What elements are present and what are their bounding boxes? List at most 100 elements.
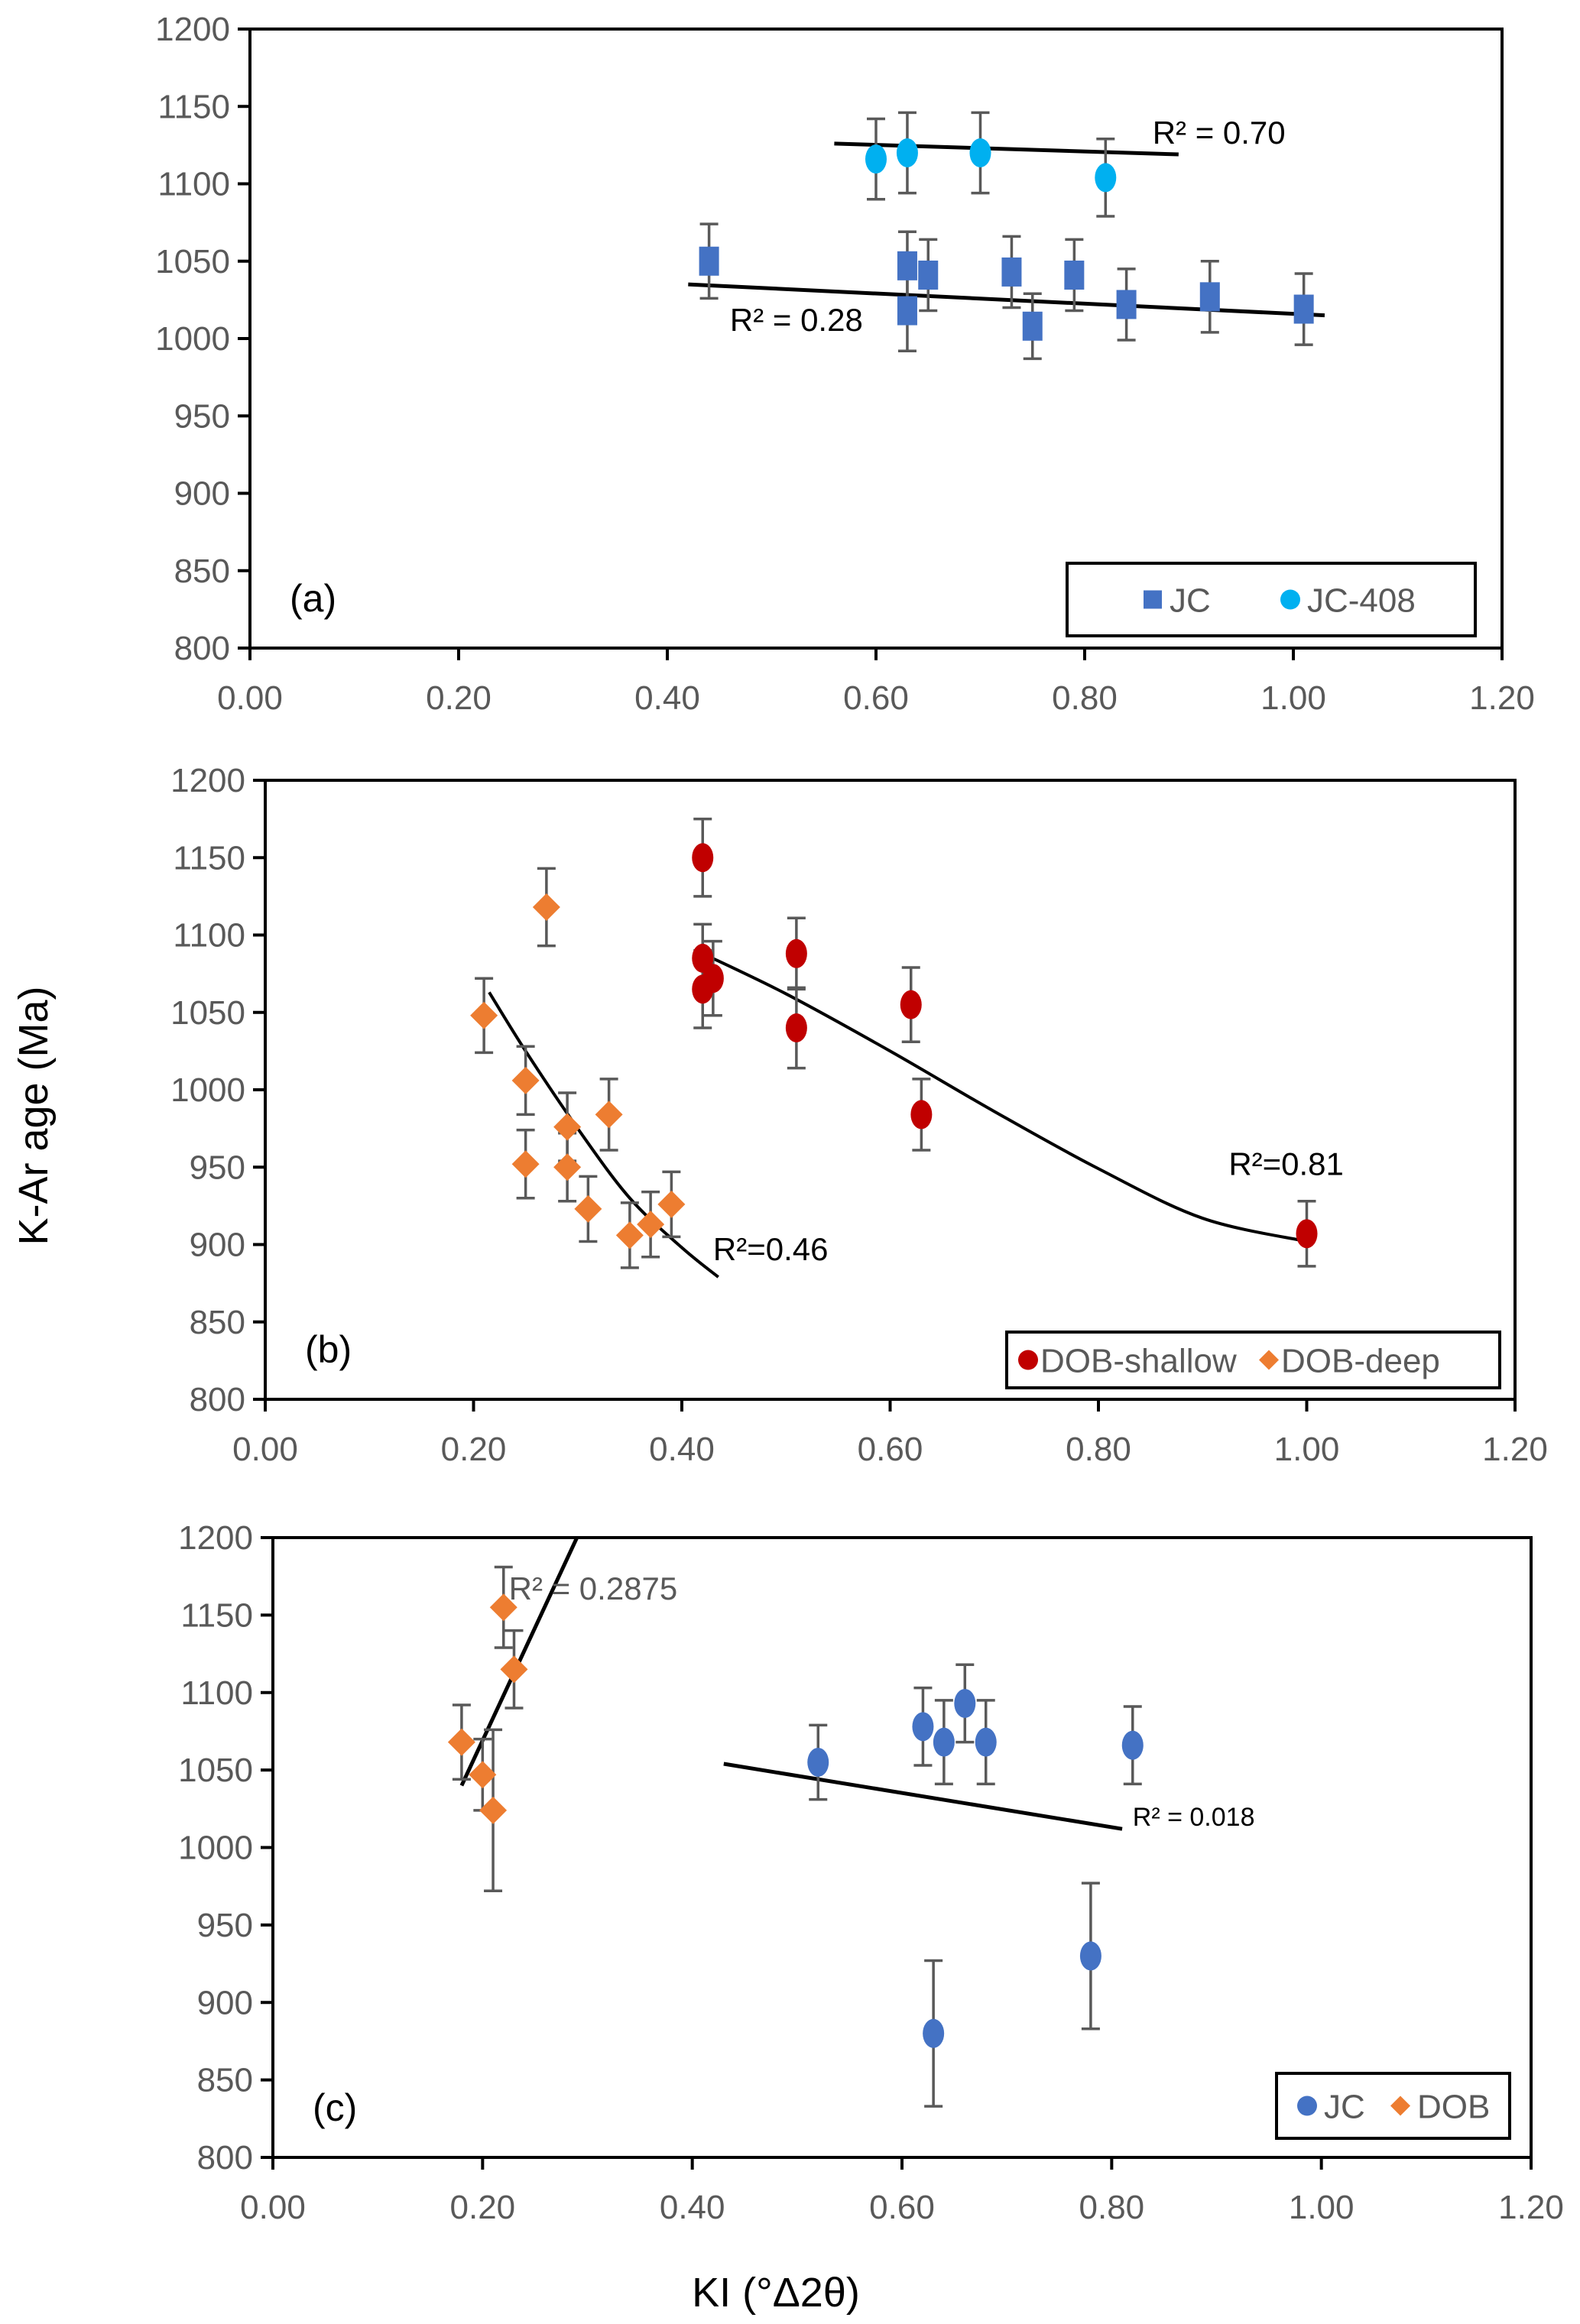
r2-label: R²=0.81 bbox=[1228, 1146, 1344, 1181]
data-point-dob bbox=[469, 1761, 497, 1789]
legend-label-jc-408: JC-408 bbox=[1307, 582, 1416, 620]
y-tick-label: 1100 bbox=[157, 166, 230, 203]
legend-label-jc: JC bbox=[1170, 582, 1211, 620]
x-tick-label: 1.00 bbox=[1274, 1431, 1340, 1468]
y-tick-label: 1150 bbox=[157, 88, 230, 125]
data-point-dob-shallow bbox=[702, 964, 724, 993]
y-tick-label: 850 bbox=[190, 1304, 245, 1341]
y-tick-label: 1000 bbox=[170, 1071, 245, 1109]
data-point-dob-shallow bbox=[692, 943, 714, 973]
trendline-dob-deep bbox=[488, 991, 719, 1279]
y-tick-label: 1050 bbox=[178, 1752, 253, 1789]
panel-label: (b) bbox=[305, 1328, 352, 1371]
r2-label: R² = 0.28 bbox=[730, 302, 863, 338]
data-point-jc-408 bbox=[969, 138, 991, 167]
x-axis-title: KI (°Δ2θ) bbox=[692, 2270, 860, 2316]
data-point-jc-408 bbox=[896, 138, 918, 167]
x-tick-label: 1.00 bbox=[1289, 2189, 1355, 2226]
legend-label-jc: JC bbox=[1324, 2089, 1365, 2126]
x-tick-label: 0.20 bbox=[426, 679, 492, 717]
x-tick-label: 0.80 bbox=[1079, 2189, 1145, 2226]
y-tick-label: 850 bbox=[197, 2062, 253, 2099]
data-point-jc bbox=[1079, 1941, 1101, 1971]
x-tick-label: 0.00 bbox=[232, 1431, 298, 1468]
data-point-dob-deep bbox=[637, 1211, 665, 1239]
y-tick-label: 1100 bbox=[180, 1674, 253, 1712]
legend-label-dob-shallow: DOB-shallow bbox=[1040, 1343, 1237, 1380]
trendline-jc-408 bbox=[834, 141, 1179, 157]
trendline-dob-shallow bbox=[702, 951, 1307, 1243]
legend-marker-dob bbox=[1390, 2095, 1410, 2116]
y-tick-label: 900 bbox=[174, 475, 230, 513]
data-point-dob-deep bbox=[532, 893, 560, 922]
y-tick-label: 950 bbox=[197, 1907, 253, 1944]
y-tick-label: 1150 bbox=[180, 1596, 253, 1634]
data-point-dob bbox=[500, 1655, 528, 1684]
y-tick-label: 900 bbox=[190, 1227, 245, 1264]
legend-marker-jc bbox=[1144, 590, 1162, 609]
data-point-dob bbox=[447, 1728, 475, 1756]
legend-marker-dob-shallow bbox=[1018, 1350, 1038, 1370]
y-tick-label: 950 bbox=[190, 1149, 245, 1186]
y-tick-label: 1050 bbox=[155, 243, 230, 280]
data-point-dob-deep bbox=[470, 1001, 498, 1029]
r2-label: R²=0.46 bbox=[713, 1231, 829, 1267]
legend-marker-jc bbox=[1297, 2095, 1317, 2116]
data-point-dob-shallow bbox=[910, 1100, 933, 1130]
legend: JC DOB bbox=[1275, 2072, 1511, 2140]
x-tick-label: 1.20 bbox=[1498, 2189, 1564, 2226]
data-point-dob-shallow bbox=[785, 1013, 807, 1042]
panel-a: 800 850 900 950 1000 1050 1100 1150 1200 0.00 0.20… bbox=[155, 11, 1535, 717]
x-tick-label: 0.00 bbox=[217, 679, 283, 717]
x-tick-label: 1.20 bbox=[1482, 1431, 1548, 1468]
x-tick-label: 0.60 bbox=[858, 1431, 923, 1468]
data-point-jc-408 bbox=[865, 144, 887, 174]
y-tick-label: 900 bbox=[197, 1984, 253, 2021]
data-point-jc bbox=[1293, 294, 1314, 324]
y-tick-label: 1000 bbox=[155, 320, 230, 358]
data-point-jc bbox=[1001, 257, 1022, 287]
data-point-jc bbox=[699, 246, 719, 276]
legend-marker-jc-408 bbox=[1280, 589, 1300, 610]
data-point-jc bbox=[1064, 260, 1085, 290]
data-point-dob-shallow bbox=[785, 938, 807, 968]
y-tick-label: 800 bbox=[190, 1381, 245, 1418]
panel-c: 800 850 900 950 1000 1050 1100 1150 1200 0.00 0.20… bbox=[178, 1519, 1564, 2226]
plot-area-frame bbox=[264, 779, 1517, 1401]
y-tick-label: 800 bbox=[174, 630, 230, 667]
data-point-jc bbox=[897, 251, 917, 280]
y-tick-label: 1200 bbox=[178, 1519, 253, 1557]
data-point-dob-deep bbox=[553, 1113, 582, 1141]
panel-b: 800 850 900 950 1000 1050 1100 1150 1200 0.00 0.20… bbox=[170, 762, 1548, 1468]
x-tick-label: 0.80 bbox=[1066, 1431, 1131, 1468]
y-tick-label: 1050 bbox=[170, 994, 245, 1032]
x-tick-label: 1.20 bbox=[1469, 679, 1535, 717]
legend-box bbox=[1066, 562, 1477, 637]
x-tick-label: 0.20 bbox=[441, 1431, 507, 1468]
data-point-dob-deep bbox=[511, 1066, 540, 1094]
legend-label-dob-deep: DOB-deep bbox=[1281, 1343, 1440, 1380]
y-tick-label: 950 bbox=[174, 397, 230, 435]
x-tick-label: 0.20 bbox=[450, 2189, 516, 2226]
data-point-jc bbox=[923, 2018, 945, 2048]
trendline-jc bbox=[723, 1762, 1123, 1831]
data-point-jc bbox=[912, 1712, 934, 1742]
y-tick-label: 800 bbox=[197, 2139, 253, 2177]
x-tick-label: 0.00 bbox=[240, 2189, 306, 2226]
y-tick-label: 1100 bbox=[173, 917, 245, 955]
y-tick-label: 1200 bbox=[155, 11, 230, 48]
y-tick-label: 1150 bbox=[173, 839, 245, 877]
data-point-dob-shallow bbox=[900, 990, 922, 1019]
legend: JC JC-408 bbox=[1066, 562, 1477, 637]
data-point-jc bbox=[918, 260, 939, 290]
data-point-jc bbox=[954, 1688, 976, 1718]
data-point-dob-deep bbox=[615, 1221, 644, 1250]
data-point-dob-deep bbox=[657, 1190, 686, 1218]
data-point-dob bbox=[479, 1796, 508, 1824]
data-point-dob-deep bbox=[553, 1153, 582, 1181]
x-tick-label: 0.80 bbox=[1052, 679, 1118, 717]
r2-label: R² = 0.70 bbox=[1153, 115, 1286, 151]
x-tick-label: 0.60 bbox=[869, 2189, 935, 2226]
data-point-dob-shallow bbox=[692, 843, 714, 873]
data-point-dob bbox=[489, 1593, 517, 1622]
